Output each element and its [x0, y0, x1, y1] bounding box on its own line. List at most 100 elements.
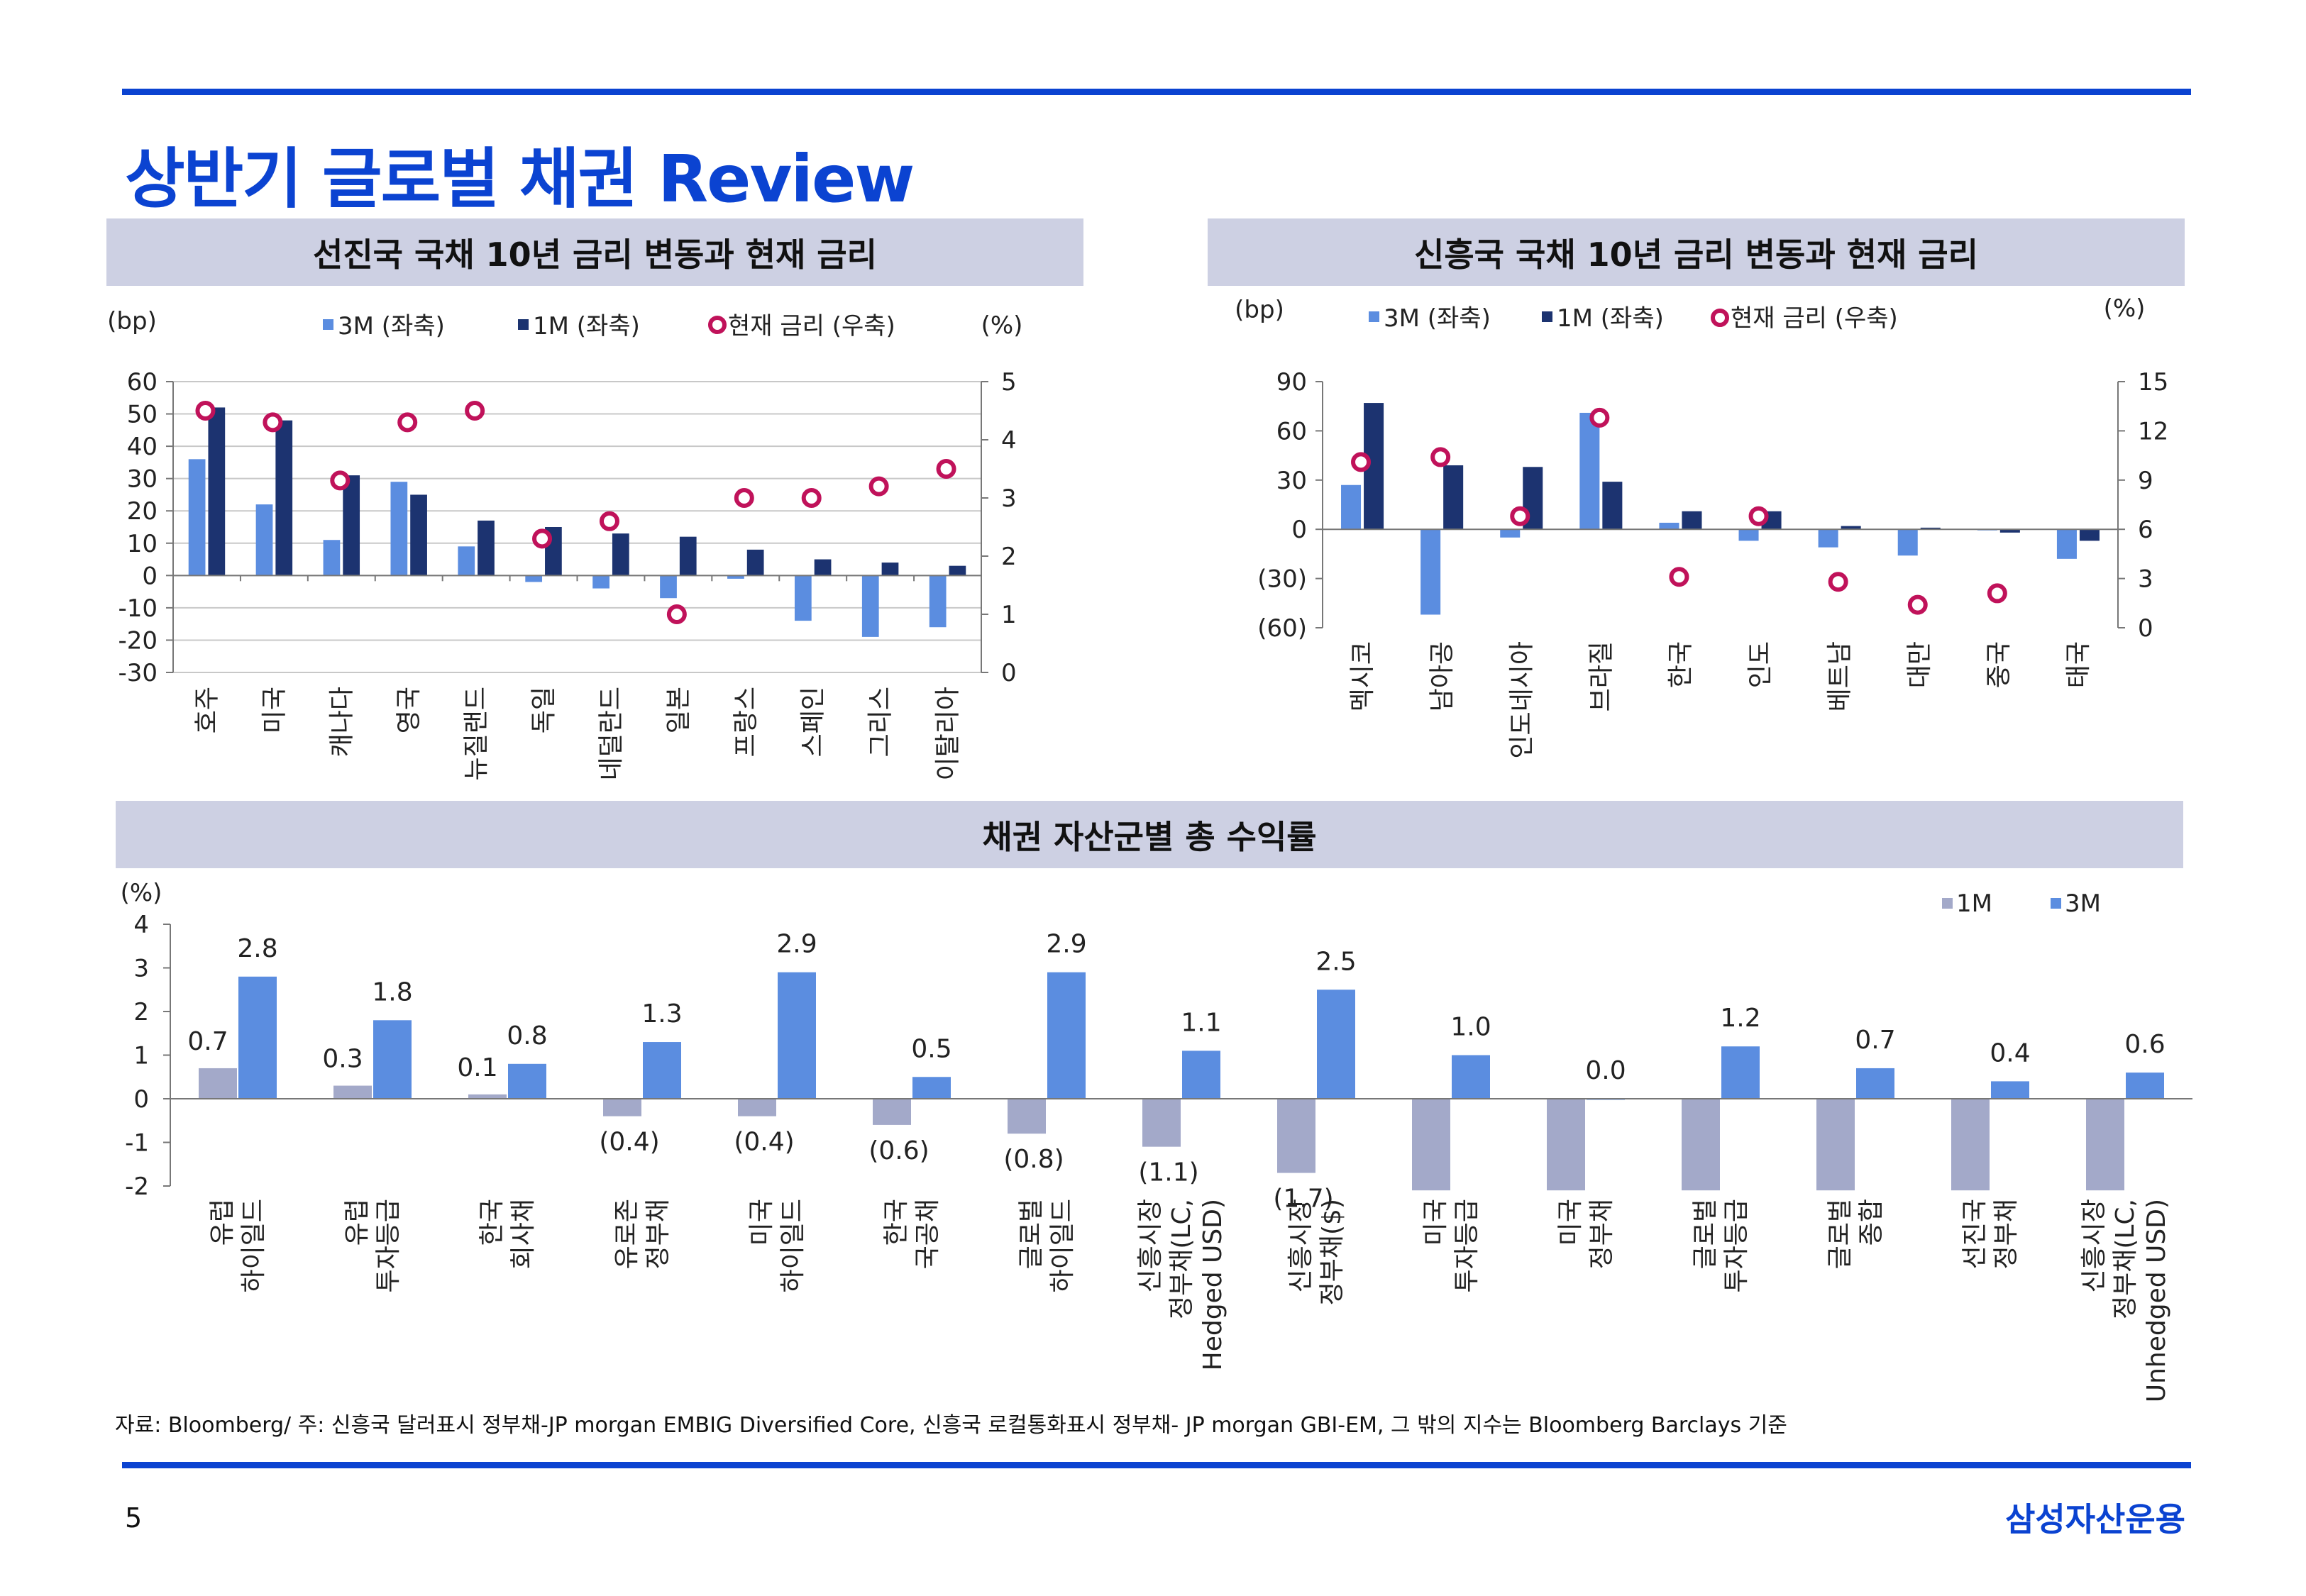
bar-1m — [1999, 529, 2020, 533]
returns-chart-title: 채권 자산군별 총 수익률 — [116, 801, 2183, 868]
category-label: 신흥시장 — [1136, 1199, 1165, 1292]
category-label: 정부채(LC, — [1167, 1199, 1196, 1319]
left-tick-label: 20 — [127, 497, 158, 526]
bar-3m — [778, 972, 816, 1099]
bar-1m — [1142, 1099, 1181, 1147]
data-label-3m: 2.9 — [1046, 930, 1086, 959]
current-rate-marker — [936, 459, 956, 479]
brand-logo-text: 삼성자산운용 — [2005, 1500, 2185, 1539]
current-rate-marker — [1987, 583, 2007, 604]
data-label-3m: 1.3 — [641, 999, 682, 1029]
bar-1m — [873, 1099, 911, 1125]
data-label-1m: (0.6) — [868, 1136, 929, 1165]
category-label: 브라질 — [1587, 641, 1616, 711]
left-tick-label: (30) — [1257, 565, 1307, 594]
current-rate-marker — [1748, 506, 1769, 526]
right-tick-label: 3 — [2138, 565, 2153, 594]
bar-1m — [478, 520, 495, 576]
data-label-3m: 2.5 — [1315, 947, 1356, 976]
left-tick-label: -20 — [118, 626, 158, 655]
category-label: 한국 — [1666, 641, 1695, 688]
legend-label-current-rate: 현재 금리 (우축) — [728, 312, 895, 340]
bar-3m — [861, 575, 879, 637]
category-label: 신흥시장 — [2080, 1199, 2109, 1292]
current-rate-marker — [1589, 407, 1610, 428]
bar-1m — [410, 494, 427, 576]
category-label: 정부채 — [644, 1199, 673, 1269]
category-label: 한국 — [478, 1199, 507, 1246]
category-label: 멕시코 — [1348, 641, 1377, 711]
current-rate-marker — [263, 412, 283, 433]
right-tick-label: 15 — [2138, 368, 2168, 397]
left-tick-label: 30 — [1276, 467, 1307, 495]
current-rate-marker — [532, 528, 553, 549]
bar-1m — [679, 536, 697, 576]
bar-1m — [275, 420, 293, 576]
data-label-3m: 0.7 — [1855, 1026, 1895, 1055]
bar-3m — [1182, 1051, 1220, 1099]
current-rate-marker — [599, 511, 619, 531]
emerging-right-unit: (%) — [2104, 294, 2146, 323]
bar-3m — [255, 504, 273, 576]
bottom-rule — [122, 1462, 2191, 1468]
current-rate-marker — [868, 476, 889, 497]
current-rate-marker — [1669, 567, 1689, 587]
category-label: 호주 — [192, 687, 221, 733]
right-tick-label: 6 — [2138, 516, 2153, 544]
bar-1m — [1602, 482, 1623, 530]
bar-1m — [1547, 1099, 1585, 1191]
bar-1m — [1841, 526, 1861, 530]
bar-1m — [881, 563, 899, 576]
category-label: 미국 — [747, 1199, 776, 1246]
category-label: 베트남 — [1826, 641, 1855, 711]
bar-3m — [912, 1077, 951, 1099]
right-tick-label: 12 — [2138, 417, 2168, 445]
category-label: Hedged USD) — [1198, 1199, 1228, 1370]
legend-label-1m: 1M (좌축) — [533, 312, 640, 340]
bar-1m — [1364, 403, 1384, 530]
category-label: 대만 — [1905, 641, 1934, 688]
bar-3m — [660, 575, 677, 599]
bar-3m — [1659, 522, 1679, 530]
category-label: 회사채 — [509, 1199, 538, 1269]
y-tick-label: -1 — [125, 1129, 149, 1158]
left-tick-label: 60 — [1276, 417, 1307, 445]
category-label: 프랑스 — [732, 687, 761, 757]
legend-swatch-3m — [1369, 311, 1379, 322]
bar-1m — [603, 1099, 641, 1116]
category-label: 글로벌 — [1826, 1199, 1855, 1269]
top-rule — [122, 89, 2191, 95]
right-tick-label: 1 — [1001, 601, 1017, 629]
current-rate-marker — [330, 470, 351, 491]
category-label: 미국 — [1421, 1199, 1450, 1246]
category-label: Unhedged USD) — [2142, 1199, 2171, 1402]
bar-1m — [1008, 1099, 1046, 1134]
bar-3m — [238, 976, 277, 1099]
data-label-3m: 0.5 — [911, 1034, 951, 1063]
category-label: 네덜란드 — [597, 687, 626, 780]
category-label: 남아공 — [1428, 641, 1457, 711]
category-label: 유로존 — [612, 1199, 641, 1269]
legend-swatch-1m — [1542, 311, 1552, 322]
data-label-3m: 2.9 — [776, 930, 817, 959]
bar-3m — [1587, 1099, 1625, 1100]
category-label: 유럽 — [343, 1199, 372, 1246]
bar-3m — [929, 575, 947, 628]
bar-1m — [545, 527, 562, 576]
returns-unit: (%) — [121, 879, 162, 907]
right-tick-label: 2 — [1001, 543, 1017, 571]
page-title: 상반기 글로벌 채권 Review — [125, 141, 915, 217]
legend-label-1m: 1M — [1956, 890, 1992, 918]
bar-1m — [738, 1099, 776, 1116]
bar-3m — [1341, 484, 1362, 530]
developed-left-unit: (bp) — [107, 307, 157, 336]
category-label: 하이일드 — [1048, 1199, 1077, 1292]
category-label: 신흥시장 — [1286, 1199, 1315, 1292]
current-rate-marker — [734, 488, 754, 508]
data-label-3m: 0.6 — [2124, 1030, 2165, 1059]
legend-swatch-1m — [518, 319, 529, 330]
bar-1m — [1277, 1099, 1315, 1173]
category-label: 스페인 — [799, 687, 828, 757]
bar-1m — [2086, 1099, 2124, 1191]
legend-swatch-3m — [323, 319, 333, 330]
